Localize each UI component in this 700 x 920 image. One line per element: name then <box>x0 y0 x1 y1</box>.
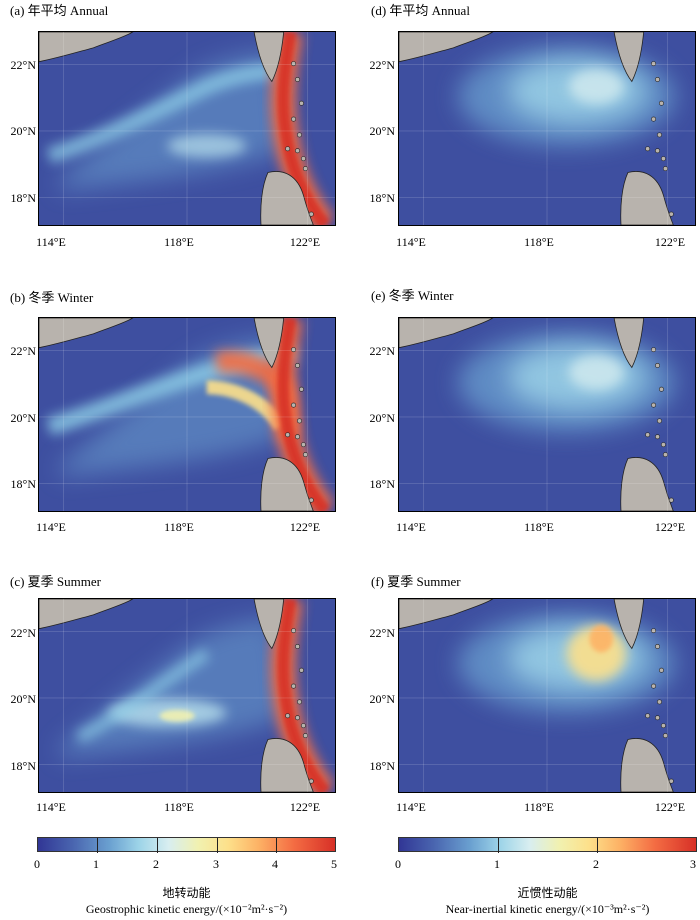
graticule <box>39 318 335 511</box>
lat-label: 22°N <box>369 58 395 72</box>
energy-field <box>58 599 335 792</box>
panel-title-c: (c) 夏季 Summer <box>10 574 101 589</box>
graticule <box>399 318 695 511</box>
map-d-svg <box>399 32 695 225</box>
map-panel-c <box>38 598 336 793</box>
lon-label: 114°E <box>396 520 426 534</box>
energy-field <box>458 46 676 146</box>
lat-label: 22°N <box>369 626 395 640</box>
lat-label: 22°N <box>369 344 395 358</box>
colorbar-tick-label: 1 <box>93 857 99 871</box>
map-panel-d <box>398 31 696 226</box>
map-e-svg <box>399 318 695 511</box>
map-b-svg <box>39 318 335 511</box>
map-panel-b <box>38 317 336 512</box>
colorbar-title-en: Near-inertial kinetic energy/(×10⁻³m²·s⁻… <box>445 902 650 916</box>
map-f-svg <box>399 599 695 792</box>
panel-title-a: (a) 年平均 Annual <box>10 3 109 18</box>
energy-field <box>458 613 676 713</box>
lat-label: 18°N <box>10 477 36 491</box>
lon-label: 122°E <box>654 520 686 534</box>
lat-label: 20°N <box>369 411 395 425</box>
lon-label: 122°E <box>289 800 321 814</box>
lon-label: 114°E <box>36 235 66 249</box>
lat-label: 18°N <box>369 759 395 773</box>
panel-title-f: (f) 夏季 Summer <box>371 574 461 589</box>
lon-label: 114°E <box>36 520 66 534</box>
lon-label: 122°E <box>654 235 686 249</box>
lon-label: 122°E <box>289 520 321 534</box>
lat-label: 20°N <box>10 692 36 706</box>
map-panel-e <box>398 317 696 512</box>
panel-title-b: (b) 冬季 Winter <box>10 290 94 305</box>
map-panel-f <box>398 598 696 793</box>
colorbar-geostrophic <box>37 837 336 853</box>
lon-label: 118°E <box>164 520 194 534</box>
lat-label: 20°N <box>10 124 36 138</box>
lat-label: 20°N <box>10 411 36 425</box>
panel-title-e: (e) 冬季 Winter <box>371 288 454 303</box>
lat-label: 18°N <box>10 191 36 205</box>
lat-label: 18°N <box>10 759 36 773</box>
colorbar-tick-label: 3 <box>690 857 696 871</box>
lat-label: 18°N <box>369 191 395 205</box>
colorbar-tick-label: 2 <box>593 857 599 871</box>
lon-label: 118°E <box>164 235 194 249</box>
land <box>399 599 674 792</box>
land <box>39 318 314 511</box>
lon-label: 122°E <box>654 800 686 814</box>
colorbar-tick-label: 0 <box>34 857 40 871</box>
energy-field <box>46 318 335 511</box>
colorbar-tick-label: 1 <box>494 857 500 871</box>
land <box>39 32 314 225</box>
lon-label: 118°E <box>164 800 194 814</box>
panel-title-d: (d) 年平均 Annual <box>371 3 470 18</box>
colorbar-tick-label: 0 <box>395 857 401 871</box>
graticule <box>399 599 695 792</box>
colorbar-tick-label: 2 <box>153 857 159 871</box>
land <box>399 318 674 511</box>
lon-label: 122°E <box>289 235 321 249</box>
colorbar-tick-label: 4 <box>272 857 278 871</box>
colorbar-tick-label: 3 <box>213 857 219 871</box>
lat-label: 22°N <box>10 344 36 358</box>
lat-label: 18°N <box>369 477 395 491</box>
lat-label: 22°N <box>10 626 36 640</box>
colorbar-title-cn: 近惯性动能 <box>517 886 578 900</box>
lon-label: 114°E <box>36 800 66 814</box>
colorbar-title-en: Geostrophic kinetic energy/(×10⁻²m²·s⁻²) <box>85 902 288 916</box>
lon-label: 118°E <box>524 800 554 814</box>
map-a-svg <box>39 32 335 225</box>
colorbar-tick-label: 5 <box>331 857 337 871</box>
lat-label: 20°N <box>369 692 395 706</box>
colorbar-near-inertial <box>398 837 697 853</box>
map-c-svg <box>39 599 335 792</box>
lon-label: 114°E <box>396 800 426 814</box>
lat-label: 22°N <box>10 58 36 72</box>
land <box>39 599 314 792</box>
land <box>399 32 674 225</box>
energy-field <box>458 332 676 432</box>
lon-label: 114°E <box>396 235 426 249</box>
colorbar-title-cn: 地转动能 <box>162 886 211 900</box>
graticule <box>399 32 695 225</box>
lon-label: 118°E <box>524 235 554 249</box>
graticule <box>39 32 335 225</box>
lat-label: 20°N <box>369 124 395 138</box>
map-panel-a <box>38 31 336 226</box>
lon-label: 118°E <box>524 520 554 534</box>
energy-field <box>46 32 335 225</box>
graticule <box>39 599 335 792</box>
